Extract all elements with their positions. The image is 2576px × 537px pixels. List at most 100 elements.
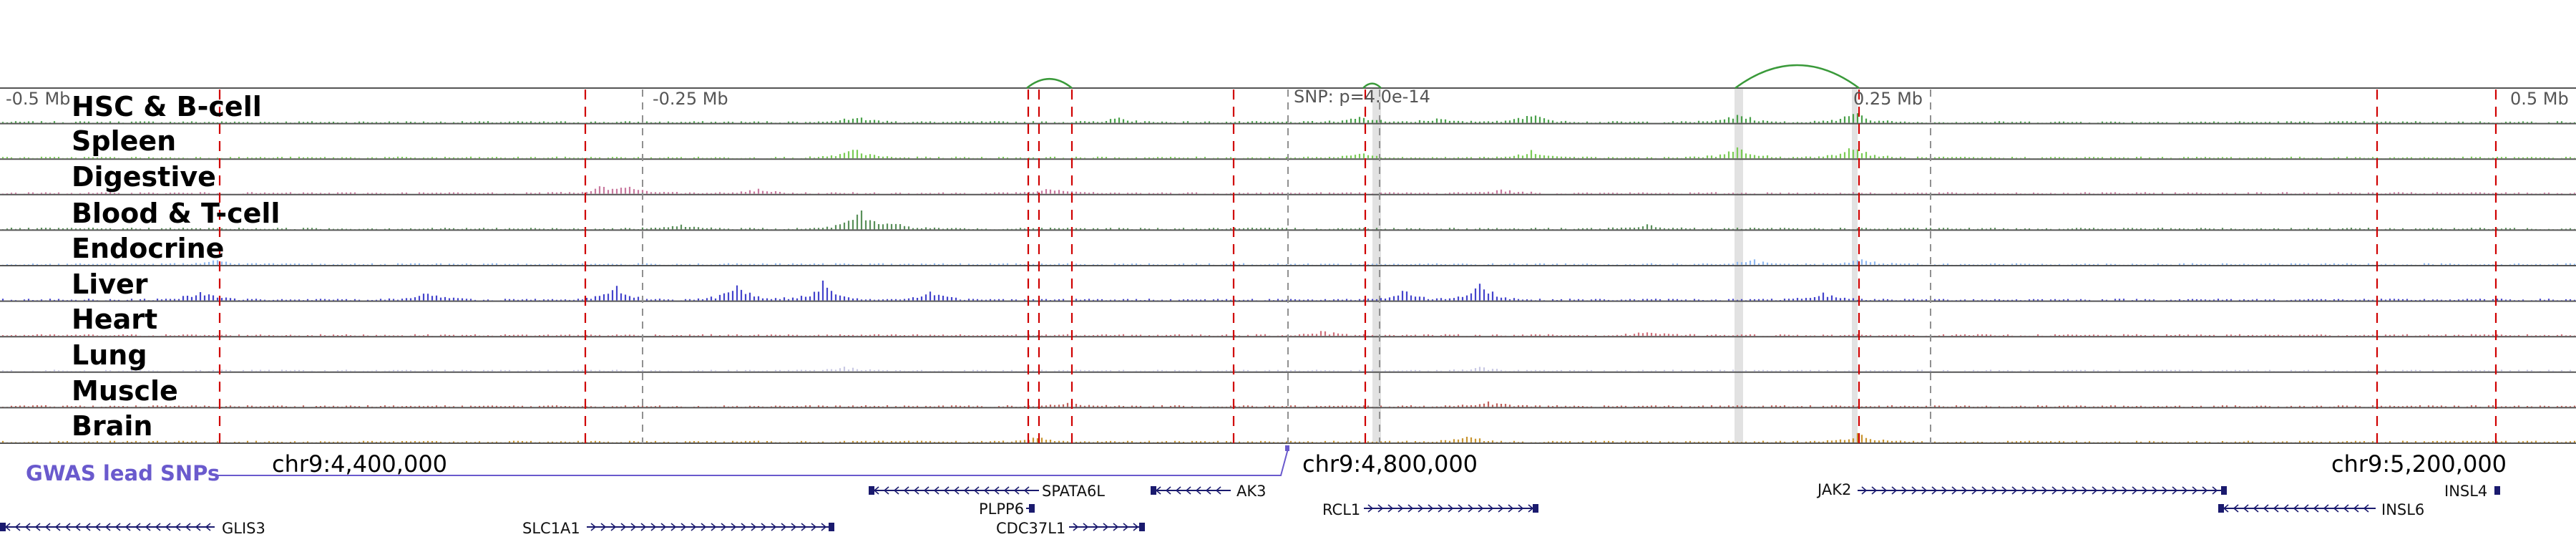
strand-arrow — [2001, 486, 2008, 495]
strand-arrow — [1367, 504, 1374, 513]
gene-label-jak2: JAK2 — [1818, 481, 1852, 498]
strand-arrow — [2172, 486, 2178, 495]
strand-arrow — [1407, 504, 1414, 513]
strand-arrow — [983, 486, 990, 495]
strand-arrow — [94, 523, 101, 531]
gene-exon — [869, 486, 874, 495]
strand-arrow — [1175, 486, 1181, 495]
strand-arrow — [1023, 486, 1030, 495]
strand-arrow — [1458, 504, 1464, 513]
strand-arrow — [590, 523, 597, 531]
strand-arrow — [195, 523, 201, 531]
track-label-spleen: Spleen — [72, 125, 177, 157]
strand-arrow — [2313, 504, 2319, 513]
gene-model-ak3 — [1151, 486, 1231, 495]
strand-arrow — [1951, 486, 1958, 495]
coordinate-label-4800000: chr9:4,800,000 — [1302, 450, 1478, 478]
strand-arrow — [145, 523, 151, 531]
gene-model-insl4 — [2494, 486, 2500, 495]
strand-arrow — [953, 486, 960, 495]
gene-model-glis3 — [0, 523, 215, 531]
strand-arrow — [620, 523, 627, 531]
strand-arrow — [2253, 504, 2259, 513]
strand-arrow — [721, 523, 727, 531]
strand-arrow — [963, 486, 970, 495]
track-label-muscle: Muscle — [72, 375, 178, 407]
interaction-arc-1 — [1362, 82, 1382, 89]
strand-arrow — [680, 523, 687, 531]
strand-arrow — [2263, 504, 2269, 513]
gene-exon — [1151, 486, 1156, 495]
strand-arrow — [2303, 504, 2309, 513]
strand-arrow — [751, 523, 757, 531]
strand-arrow — [34, 523, 41, 531]
gene-model-spata6l — [869, 486, 1039, 495]
strand-arrow — [1418, 504, 1424, 513]
strand-arrow — [2021, 486, 2028, 495]
signal-track-9 — [1, 432, 2576, 442]
gene-exon — [2218, 504, 2224, 513]
strand-arrow — [135, 523, 141, 531]
gwas-snp-marker — [1285, 445, 1289, 451]
strand-arrow — [1133, 523, 1139, 531]
strand-arrow — [2112, 486, 2118, 495]
strand-arrow — [741, 523, 747, 531]
strand-arrow — [1205, 486, 1211, 495]
strand-arrow — [933, 486, 940, 495]
strand-arrow — [893, 486, 899, 495]
strand-arrow — [821, 523, 827, 531]
strand-arrow — [1961, 486, 1968, 495]
strand-arrow — [1195, 486, 1201, 495]
strand-arrow — [2343, 504, 2349, 513]
strand-arrow — [114, 523, 121, 531]
strand-arrow — [1901, 486, 1908, 495]
strand-arrow — [1215, 486, 1221, 495]
scale-label-mid-right: 0.25 Mb — [1853, 89, 1923, 109]
signal-track-0 — [1, 113, 2576, 123]
strand-arrow — [943, 486, 950, 495]
strand-arrow — [1123, 523, 1129, 531]
strand-arrow — [1508, 504, 1514, 513]
strand-arrow — [14, 523, 21, 531]
strand-arrow — [1498, 504, 1504, 513]
strand-arrow — [175, 523, 181, 531]
strand-arrow — [711, 523, 717, 531]
strand-arrow — [1991, 486, 1998, 495]
strand-arrow — [104, 523, 111, 531]
strand-arrow — [1891, 486, 1898, 495]
strand-arrow — [2142, 486, 2148, 495]
strand-arrow — [811, 523, 817, 531]
strand-arrow — [640, 523, 647, 531]
strand-arrow — [1003, 486, 1010, 495]
strand-arrow — [1468, 504, 1474, 513]
signal-track-8 — [1, 401, 2576, 407]
strand-arrow — [2062, 486, 2068, 495]
strand-arrow — [1448, 504, 1454, 513]
strand-arrow — [205, 523, 211, 531]
gene-exon — [829, 523, 834, 531]
gene-label-cdc37l1: CDC37L1 — [996, 520, 1066, 537]
strand-arrow — [1921, 486, 1928, 495]
strand-arrow — [84, 523, 91, 531]
track-label-blood-t-cell: Blood & T-cell — [72, 198, 280, 229]
strand-arrow — [993, 486, 1000, 495]
strand-arrow — [1941, 486, 1948, 495]
strand-arrow — [2293, 504, 2299, 513]
strand-arrow — [1438, 504, 1444, 513]
strand-arrow — [731, 523, 737, 531]
gwas-link-line — [215, 448, 1289, 476]
track-label-hsc-b-cell: HSC & B-cell — [72, 91, 262, 122]
strand-arrow — [1013, 486, 1020, 495]
strand-arrow — [781, 523, 787, 531]
gene-model-jak2 — [1858, 486, 2227, 495]
strand-arrow — [1518, 504, 1524, 513]
strand-arrow — [2273, 504, 2279, 513]
strand-arrow — [64, 523, 71, 531]
strand-arrow — [74, 523, 81, 531]
strand-arrow — [1113, 523, 1119, 531]
strand-arrow — [701, 523, 707, 531]
strand-arrow — [24, 523, 31, 531]
strand-arrow — [973, 486, 980, 495]
strand-arrow — [1397, 504, 1404, 513]
strand-arrow — [913, 486, 919, 495]
